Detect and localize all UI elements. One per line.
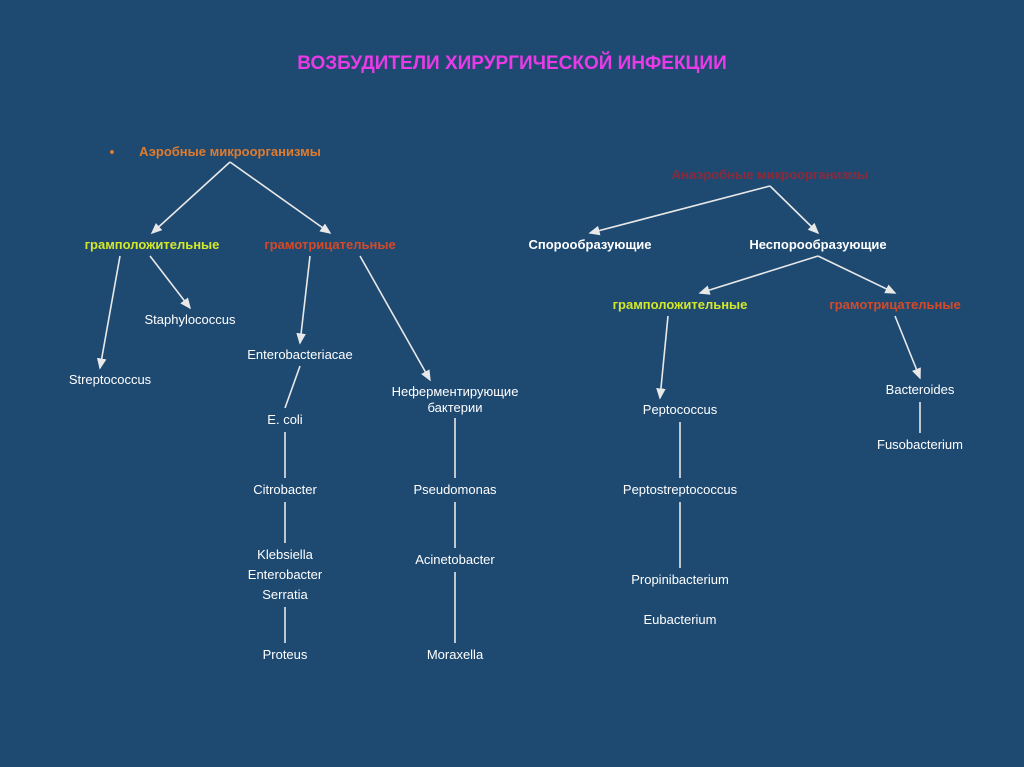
node-nonspore: Неспорообразующие bbox=[749, 237, 886, 253]
node-propini: Propinibacterium bbox=[631, 572, 729, 588]
node-gram_pos_1: грамположительные bbox=[85, 237, 220, 253]
edge-4 bbox=[100, 256, 120, 368]
node-enterob: Enterobacter bbox=[248, 567, 322, 583]
node-title: ВОЗБУДИТЕЛИ ХИРУРГИЧЕСКОЙ ИНФЕКЦИИ bbox=[297, 52, 727, 76]
edge-5 bbox=[150, 256, 190, 308]
edge-6 bbox=[300, 256, 310, 343]
node-citro: Citrobacter bbox=[253, 482, 317, 498]
node-eubact: Eubacterium bbox=[644, 612, 717, 628]
node-strep: Streptococcus bbox=[69, 372, 151, 388]
node-peptostrep: Peptostreptococcus bbox=[623, 482, 737, 498]
node-bactero: Bacteroides bbox=[886, 382, 955, 398]
node-gram_pos_2: грамположительные bbox=[613, 297, 748, 313]
node-gram_neg_1: грамотрицательные bbox=[264, 237, 395, 253]
diagram-canvas: ВОЗБУДИТЕЛИ ХИРУРГИЧЕСКОЙ ИНФЕКЦИИ • Аэроб… bbox=[0, 0, 1024, 767]
node-serratia: Serratia bbox=[262, 587, 308, 603]
edge-10 bbox=[660, 316, 668, 398]
node-gram_neg_2: грамотрицательные bbox=[829, 297, 960, 313]
node-kleb: Klebsiella bbox=[257, 547, 313, 563]
edge-11 bbox=[895, 316, 920, 378]
edge-12 bbox=[285, 366, 300, 408]
edge-9 bbox=[818, 256, 895, 293]
edge-8 bbox=[700, 256, 818, 293]
node-acineto: Acinetobacter bbox=[415, 552, 495, 568]
node-spore: Спорообразующие bbox=[528, 237, 651, 253]
edge-2 bbox=[590, 186, 770, 233]
node-anaerobes: Анаэробные микроорганизмы bbox=[672, 167, 869, 183]
node-pepto: Peptococcus bbox=[643, 402, 717, 418]
node-entero: Enterobacteriacae bbox=[247, 347, 353, 363]
node-morax: Moraxella bbox=[427, 647, 483, 663]
node-aerobes: Аэробные микроорганизмы bbox=[139, 144, 321, 160]
edge-1 bbox=[230, 162, 330, 233]
node-staph: Staphylococcus bbox=[144, 312, 235, 328]
node-nonferm: Неферментирующиебактерии bbox=[392, 384, 519, 417]
edge-7 bbox=[360, 256, 430, 380]
edge-0 bbox=[152, 162, 230, 233]
node-ecoli: E. coli bbox=[267, 412, 302, 428]
node-fuso: Fusobacterium bbox=[877, 437, 963, 453]
node-bullet: • bbox=[110, 143, 115, 161]
node-pseudo: Pseudomonas bbox=[413, 482, 496, 498]
edge-3 bbox=[770, 186, 818, 233]
node-proteus: Proteus bbox=[263, 647, 308, 663]
